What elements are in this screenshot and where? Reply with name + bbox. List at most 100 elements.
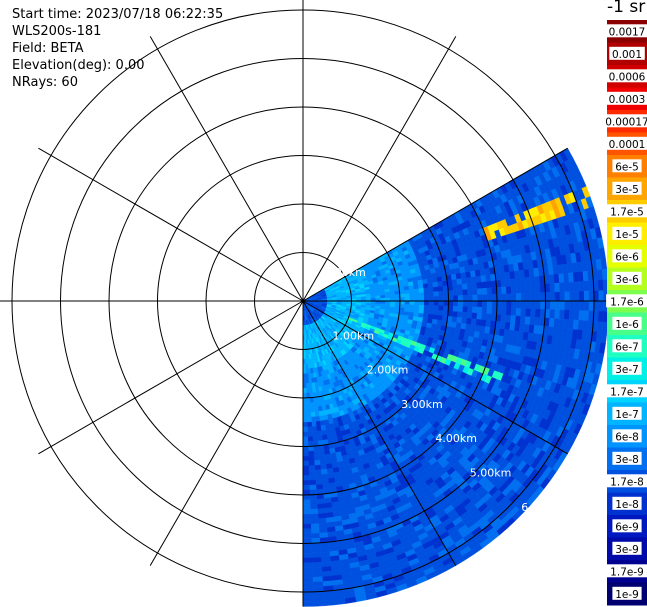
range-gate xyxy=(510,308,517,317)
range-gate xyxy=(600,258,608,270)
range-gate xyxy=(302,499,311,505)
range-gate xyxy=(302,426,308,433)
range-gate xyxy=(306,416,312,423)
range-gate xyxy=(409,304,415,310)
range-gate xyxy=(302,431,308,438)
range-gate xyxy=(334,598,346,606)
range-gate xyxy=(394,297,401,302)
colorbar-tick-label: 0.00017 xyxy=(605,116,647,128)
range-gate xyxy=(443,305,449,312)
range-gate xyxy=(534,308,541,318)
range-gate xyxy=(302,489,311,496)
range-gate xyxy=(302,407,308,413)
range-gate xyxy=(437,310,444,316)
range-gate xyxy=(601,321,609,334)
range-gate xyxy=(437,314,444,321)
range-gate xyxy=(315,420,321,427)
range-gate xyxy=(453,300,459,307)
range-gate xyxy=(320,468,328,475)
colorbar-tick-label: 1e-5 xyxy=(615,229,639,241)
range-gate xyxy=(448,295,454,302)
range-gate xyxy=(500,314,507,323)
azimuth-line xyxy=(149,36,304,302)
colorbar-tick-label: 1.7e-6 xyxy=(610,296,644,308)
range-gate xyxy=(310,532,320,539)
colorbar-tick-label: 3e-5 xyxy=(615,184,639,196)
range-gate xyxy=(438,300,444,307)
range-gate xyxy=(414,296,420,302)
colorbar-tick-label: 1.7e-5 xyxy=(610,206,644,218)
range-gate xyxy=(318,527,328,534)
range-gate xyxy=(457,295,464,302)
range-gate xyxy=(583,300,590,312)
range-gate xyxy=(302,470,310,476)
range-gate xyxy=(598,290,604,302)
range-gate xyxy=(496,293,503,302)
range-gate xyxy=(481,281,488,289)
range-gate xyxy=(540,292,546,302)
range-gate xyxy=(461,311,468,319)
range-gate xyxy=(432,286,439,293)
range-gate xyxy=(302,562,313,568)
range-gate xyxy=(472,288,478,296)
range-gate xyxy=(302,543,312,549)
range-gate xyxy=(516,300,522,309)
range-gate xyxy=(384,291,391,296)
range-gate xyxy=(419,300,425,306)
range-gate xyxy=(308,465,316,471)
range-gate xyxy=(467,288,473,296)
range-gate xyxy=(476,288,483,296)
range-gate xyxy=(313,450,320,457)
range-gate xyxy=(311,426,317,432)
range-gate xyxy=(311,430,318,437)
range-gate xyxy=(404,289,410,295)
range-label: 1.00km xyxy=(333,329,375,342)
range-gate xyxy=(530,308,536,318)
range-gate xyxy=(302,455,309,462)
range-gate xyxy=(583,280,590,292)
range-gate xyxy=(501,293,507,302)
range-gate xyxy=(404,297,410,302)
colorbar-tick-label: 0.0003 xyxy=(609,94,646,106)
range-gate xyxy=(302,518,312,525)
range-gate xyxy=(482,300,488,308)
range-gate xyxy=(505,286,512,295)
range-label: 3.00km xyxy=(401,398,443,411)
range-gate xyxy=(438,290,444,297)
range-gate xyxy=(433,291,439,297)
range-gate xyxy=(311,557,322,563)
range-gate xyxy=(593,300,600,312)
range-gate xyxy=(394,293,401,299)
range-gate xyxy=(437,286,444,292)
range-gate xyxy=(525,308,532,318)
range-gate xyxy=(462,294,469,302)
range-gate xyxy=(323,599,336,607)
range-gate xyxy=(467,300,474,308)
range-gate xyxy=(433,305,439,311)
range-gate xyxy=(413,288,420,294)
range-gate xyxy=(486,300,493,308)
range-gate xyxy=(423,291,430,298)
range-gate xyxy=(516,293,522,302)
range-gate xyxy=(525,284,532,294)
range-gate xyxy=(314,474,323,481)
range-gate xyxy=(569,291,575,302)
elevation-label: Elevation(deg): 0.00 xyxy=(12,58,145,73)
range-gate xyxy=(305,387,310,394)
colorbar-tick-label: 6e-9 xyxy=(615,521,639,533)
range-gate xyxy=(579,300,585,312)
range-gate xyxy=(305,373,309,379)
range-gate xyxy=(413,308,420,314)
range-gate xyxy=(305,382,310,389)
range-gate xyxy=(309,503,318,510)
range-gate xyxy=(302,591,314,598)
colorbar-tick-label: 0.0006 xyxy=(609,71,646,83)
range-gate xyxy=(524,276,531,286)
range-gate xyxy=(501,300,507,309)
range-gate xyxy=(302,567,313,573)
range-gate xyxy=(302,441,309,447)
range-gate xyxy=(409,292,415,298)
range-gate xyxy=(559,300,566,311)
range-gate xyxy=(310,518,319,525)
range-gate xyxy=(569,300,575,311)
